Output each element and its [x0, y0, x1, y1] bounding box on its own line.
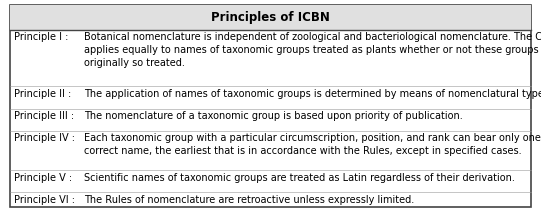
Text: Scientific names of taxonomic groups are treated as Latin regardless of their de: Scientific names of taxonomic groups are…: [84, 173, 514, 183]
Bar: [10, 5, 531, 30]
Text: The Rules of nomenclature are retroactive unless expressly limited.: The Rules of nomenclature are retroactiv…: [84, 195, 414, 205]
Text: Principle VI :: Principle VI :: [14, 195, 75, 205]
Text: The nomenclature of a taxonomic group is based upon priority of publication.: The nomenclature of a taxonomic group is…: [84, 111, 463, 121]
Text: Each taxonomic group with a particular circumscription, position, and rank can b: Each taxonomic group with a particular c…: [84, 133, 541, 156]
Text: Principle I :: Principle I :: [14, 32, 68, 42]
Text: Principle III :: Principle III :: [14, 111, 74, 121]
Text: Principle II :: Principle II :: [14, 89, 71, 99]
Text: The application of names of taxonomic groups is determined by means of nomenclat: The application of names of taxonomic gr…: [84, 89, 541, 99]
Text: Principle V :: Principle V :: [14, 173, 71, 183]
Text: Principle IV :: Principle IV :: [14, 133, 75, 143]
Text: Principles of ICBN: Principles of ICBN: [211, 11, 330, 24]
Text: Botanical nomenclature is independent of zoological and bacteriological nomencla: Botanical nomenclature is independent of…: [84, 32, 541, 68]
